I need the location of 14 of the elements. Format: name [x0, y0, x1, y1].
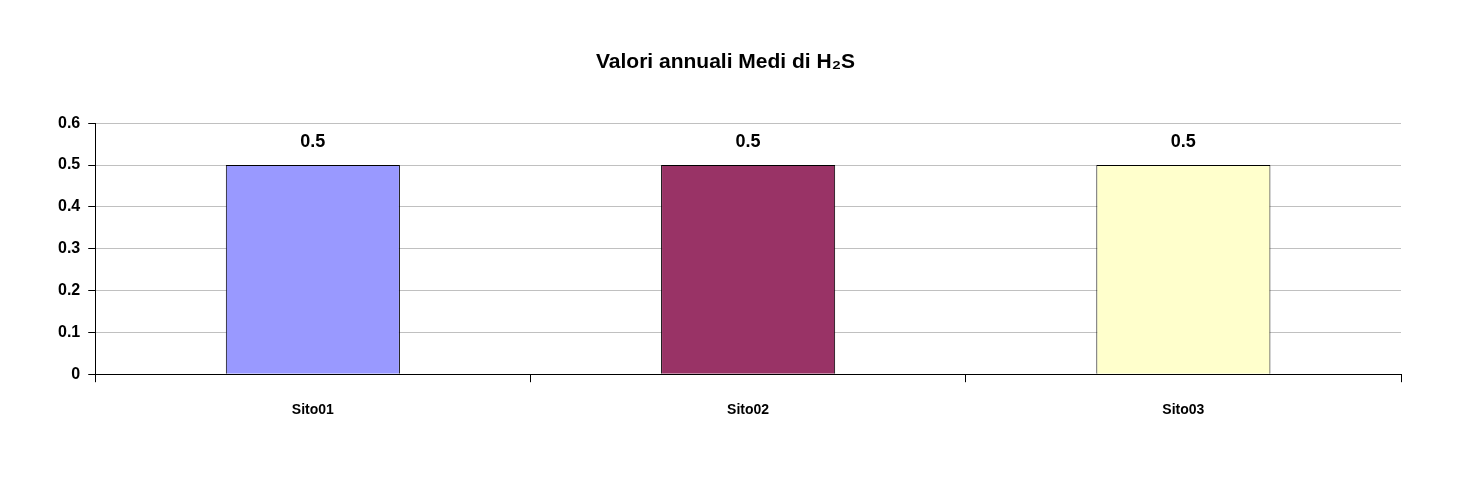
- data-label: 0.5: [735, 131, 761, 151]
- x-tick-label: Sito02: [727, 401, 770, 418]
- data-label: 0.5: [300, 131, 326, 151]
- y-tick-label: 0.5: [57, 155, 81, 173]
- y-tick-label: 0.2: [57, 280, 81, 298]
- y-tick-label: 0.6: [57, 113, 81, 131]
- data-label: 0.5: [1170, 131, 1196, 151]
- chart-title: Valori annuali Medi di H₂S: [595, 49, 856, 73]
- x-tick-label: Sito01: [291, 401, 335, 418]
- y-tick-label: 0.1: [57, 322, 81, 340]
- y-tick-label: 0: [71, 364, 81, 382]
- y-tick-label: 0.3: [57, 239, 81, 257]
- y-tick-label: 0.4: [57, 197, 81, 215]
- x-tick-label: Sito03: [1162, 401, 1205, 418]
